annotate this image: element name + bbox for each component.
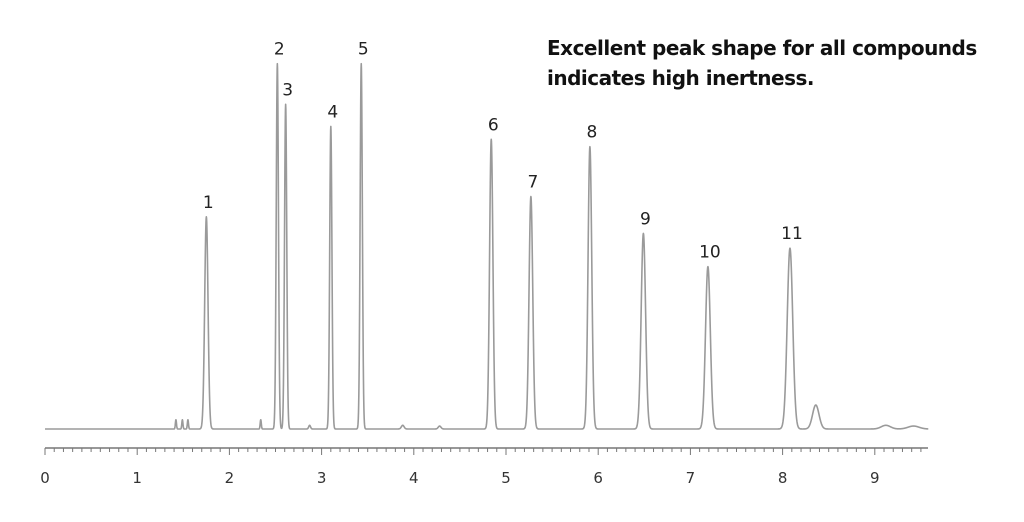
x-tick-label: 4 bbox=[409, 469, 419, 487]
peak-label: 5 bbox=[358, 40, 369, 60]
x-axis: 0 1 2 3 4 5 6 7 8 9 bbox=[40, 447, 928, 487]
peak-label: 3 bbox=[282, 80, 293, 100]
annotation-line-2: indicates high inertness. bbox=[547, 66, 815, 90]
annotation-line-1: Excellent peak shape for all compounds bbox=[547, 36, 977, 60]
x-tick-label: 0 bbox=[40, 469, 50, 487]
x-tick-label: 8 bbox=[778, 469, 788, 487]
x-tick-label: 7 bbox=[686, 469, 696, 487]
x-tick-label: 3 bbox=[317, 469, 327, 487]
peak-label: 2 bbox=[274, 40, 285, 60]
x-tick-label: 5 bbox=[501, 469, 511, 487]
peak-label: 10 bbox=[699, 243, 721, 263]
chromatogram-trace bbox=[44, 62, 929, 430]
x-tick-label: 6 bbox=[593, 469, 603, 487]
peak-label: 7 bbox=[527, 173, 538, 193]
chart-annotation: Excellent peak shape for all compounds i… bbox=[547, 33, 1007, 93]
trace-layer bbox=[44, 62, 929, 430]
peak-label: 1 bbox=[203, 193, 214, 213]
peak-label: 6 bbox=[488, 115, 499, 135]
x-tick-label: 9 bbox=[870, 469, 880, 487]
peak-label: 11 bbox=[781, 224, 803, 244]
peak-label: 4 bbox=[327, 102, 338, 122]
x-tick-label: 2 bbox=[225, 469, 235, 487]
x-tick-label: 1 bbox=[132, 469, 142, 487]
peak-label: 8 bbox=[586, 123, 597, 143]
peak-labels: 1 2 3 4 5 6 7 8 9 10 11 bbox=[203, 40, 803, 263]
peak-label: 9 bbox=[640, 209, 651, 229]
